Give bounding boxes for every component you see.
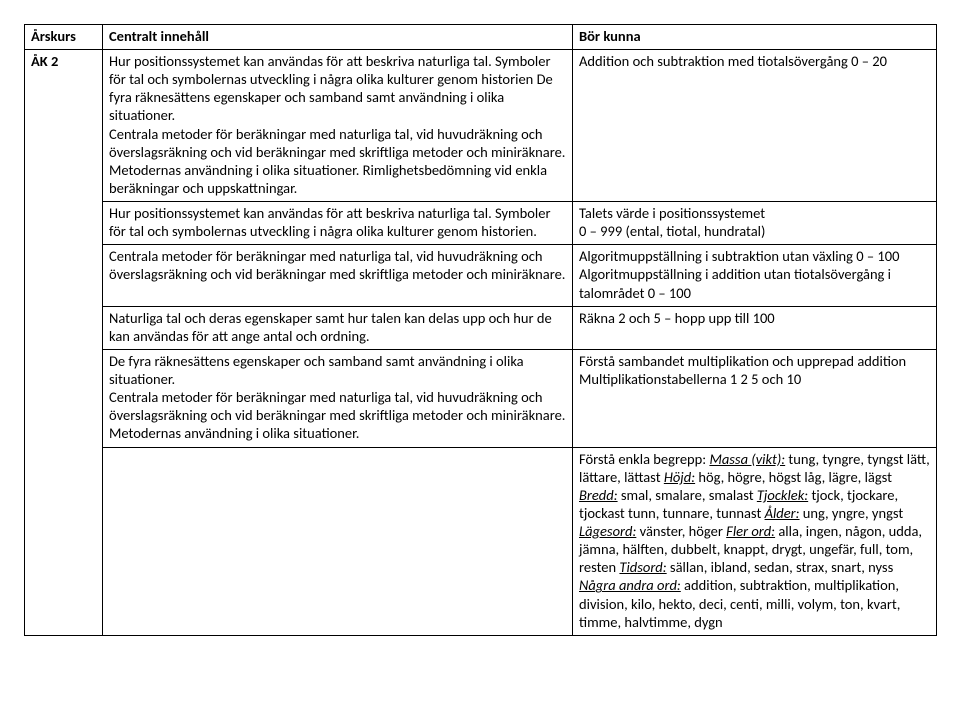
table-row: Naturliga tal och deras egenskaper samt … xyxy=(25,306,937,349)
grade-cell: ÅK 2 xyxy=(25,50,103,636)
header-grade: Årskurs xyxy=(25,25,103,50)
table-row: Förstå enkla begrepp: Massa (vikt): tung… xyxy=(25,447,937,635)
content-cell: De fyra räknesättens egenskaper och samb… xyxy=(103,349,573,447)
fler-label: Fler ord: xyxy=(726,522,775,540)
header-row: Årskurs Centralt innehåll Bör kunna xyxy=(25,25,937,50)
hojd-text: hög, högre, högst låg, lägre, lägst xyxy=(695,468,892,486)
goal-cell: Algoritmuppställning i subtraktion utan … xyxy=(573,245,937,306)
content-cell: Centrala metoder för beräkningar med nat… xyxy=(103,245,573,306)
content-cell xyxy=(103,447,573,635)
goal-cell: Förstå enkla begrepp: Massa (vikt): tung… xyxy=(573,447,937,635)
content-cell: Hur positionssystemet kan användas för a… xyxy=(103,202,573,245)
header-goal: Bör kunna xyxy=(573,25,937,50)
tjocklek-label: Tjocklek: xyxy=(757,486,808,504)
curriculum-table: Årskurs Centralt innehåll Bör kunna ÅK 2… xyxy=(24,24,937,636)
table-row: ÅK 2 Hur positionssystemet kan användas … xyxy=(25,50,937,202)
goal-cell: Räkna 2 och 5 – hopp upp till 100 xyxy=(573,306,937,349)
hojd-label: Höjd: xyxy=(664,468,695,486)
lages-text: vänster, höger xyxy=(636,522,726,540)
goal-cell: Förstå sambandet multiplikation och uppr… xyxy=(573,349,937,447)
andra-label: Några andra ord: xyxy=(579,576,681,594)
concepts-intro: Förstå enkla begrepp: xyxy=(579,450,709,468)
table-row: De fyra räknesättens egenskaper och samb… xyxy=(25,349,937,447)
alder-text: ung, yngre, yngst xyxy=(800,504,904,522)
table-row: Centrala metoder för beräkningar med nat… xyxy=(25,245,937,306)
lages-label: Lägesord: xyxy=(579,522,636,540)
massa-label: Massa (vikt): xyxy=(709,450,785,468)
tids-label: Tidsord: xyxy=(619,558,666,576)
content-cell: Hur positionssystemet kan användas för a… xyxy=(103,50,573,202)
header-content: Centralt innehåll xyxy=(103,25,573,50)
alder-label: Ålder: xyxy=(765,504,800,522)
bredd-label: Bredd: xyxy=(579,486,618,504)
tids-text: sällan, ibland, sedan, strax, snart, nys… xyxy=(667,558,894,576)
goal-cell: Addition och subtraktion med tiotalsöver… xyxy=(573,50,937,202)
goal-cell: Talets värde i positionssystemet 0 – 999… xyxy=(573,202,937,245)
table-row: Hur positionssystemet kan användas för a… xyxy=(25,202,937,245)
content-cell: Naturliga tal och deras egenskaper samt … xyxy=(103,306,573,349)
bredd-text: smal, smalare, smalast xyxy=(618,486,757,504)
